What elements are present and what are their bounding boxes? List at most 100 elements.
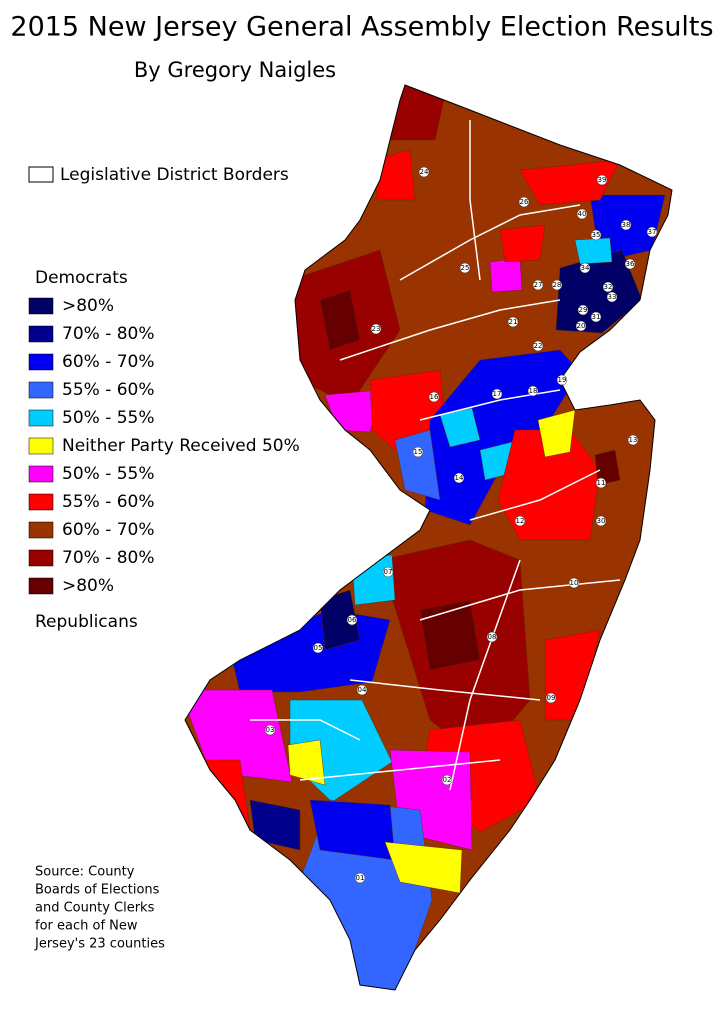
district-marker	[620, 219, 632, 231]
border-label: Legislative District Borders	[60, 165, 289, 185]
district-marker	[346, 614, 358, 626]
district-marker	[577, 304, 589, 316]
map-region	[287, 739, 326, 786]
source-note: Source: County Boards of Elections and Cou…	[34, 865, 165, 952]
map-region	[185, 759, 251, 831]
district-label: 28	[553, 281, 562, 289]
map-region	[319, 589, 361, 651]
legend-swatch	[28, 465, 54, 483]
district-marker	[590, 311, 602, 323]
map-region	[519, 159, 621, 206]
legend-label: >80%	[62, 576, 114, 596]
district-border	[419, 389, 561, 421]
legend-label: >80%	[62, 296, 114, 316]
district-label: 37	[648, 228, 657, 236]
district-marker	[459, 262, 471, 274]
border-swatch	[28, 166, 54, 183]
district-marker	[602, 281, 614, 293]
district-marker	[532, 340, 544, 352]
district-border	[339, 299, 561, 361]
title: 2015 New Jersey General Assembly Electio…	[10, 12, 713, 43]
district-border	[349, 679, 541, 701]
district-marker	[486, 631, 498, 643]
legend-swatch	[28, 437, 54, 455]
district-border	[419, 579, 621, 621]
map-region	[489, 257, 523, 293]
district-marker	[576, 208, 588, 220]
legend-label: 55% - 60%	[62, 492, 155, 512]
legend-swatch	[28, 353, 54, 371]
district-border	[250, 719, 361, 741]
district-label: 34	[581, 264, 590, 272]
district-label: 04	[358, 686, 367, 694]
district-label: 10	[570, 579, 579, 587]
district-marker	[264, 724, 276, 736]
district-marker	[646, 226, 658, 238]
district-marker	[370, 323, 382, 335]
map-region	[555, 249, 643, 334]
regions	[185, 85, 666, 990]
district-marker	[507, 316, 519, 328]
map-region	[499, 224, 546, 263]
map-region	[394, 429, 441, 501]
district-marker	[418, 166, 430, 178]
source-line: Jersey's 23 counties	[34, 937, 165, 952]
district-marker	[412, 446, 424, 458]
legend-label: 50% - 55%	[62, 464, 155, 484]
legend-swatch	[28, 297, 54, 315]
legend-swatch	[28, 577, 54, 595]
legend-swatch	[28, 409, 54, 427]
district-marker	[441, 774, 453, 786]
source-line: for each of New	[35, 919, 138, 934]
district-label: 06	[348, 616, 357, 624]
district-label: 15	[414, 448, 423, 456]
source-line: Source: County	[35, 865, 135, 880]
legend-label: 60% - 70%	[62, 352, 155, 372]
district-marker	[556, 374, 568, 386]
legend-label: 70% - 80%	[62, 548, 155, 568]
district-label: 22	[534, 342, 543, 350]
district-label: 07	[384, 568, 393, 576]
legend-swatch	[28, 521, 54, 539]
district-label: 19	[558, 376, 567, 384]
district-label: 02	[443, 776, 452, 784]
district-marker	[428, 391, 440, 403]
legend-swatch	[28, 549, 54, 567]
legend-heading: Republicans	[35, 612, 138, 632]
legend-label: 55% - 60%	[62, 380, 155, 400]
legend: Legislative District Borders Democrats >80…	[28, 165, 300, 632]
map-region	[371, 149, 416, 201]
district-label: 32	[604, 283, 613, 291]
legend-label: 50% - 55%	[62, 408, 155, 428]
district-label: 35	[592, 231, 601, 239]
district-marker	[551, 279, 563, 291]
district-label: 29	[579, 306, 588, 314]
map-region	[419, 599, 481, 671]
map-region	[319, 289, 361, 351]
district-border	[469, 120, 481, 281]
legend-swatch	[28, 325, 54, 343]
district-marker	[453, 472, 465, 484]
district-label: 39	[598, 176, 607, 184]
legend-swatch	[28, 493, 54, 511]
district-border	[299, 759, 501, 781]
map-region	[544, 629, 601, 721]
district-marker	[312, 642, 324, 654]
district-marker	[532, 279, 544, 291]
district-marker	[579, 262, 591, 274]
district-marker	[595, 477, 607, 489]
author: By Gregory Naigles	[134, 58, 336, 82]
district-label: 13	[629, 436, 638, 444]
district-label: 36	[626, 260, 635, 268]
district-label: 01	[356, 874, 365, 882]
map-region	[249, 799, 301, 851]
district-marker	[518, 196, 530, 208]
district-label: 21	[509, 318, 518, 326]
district-label: 26	[520, 198, 529, 206]
district-border	[449, 559, 521, 791]
district-marker	[491, 388, 503, 400]
map-region	[351, 554, 396, 606]
district-marker	[595, 515, 607, 527]
district-marker	[568, 577, 580, 589]
district-border	[469, 469, 601, 521]
